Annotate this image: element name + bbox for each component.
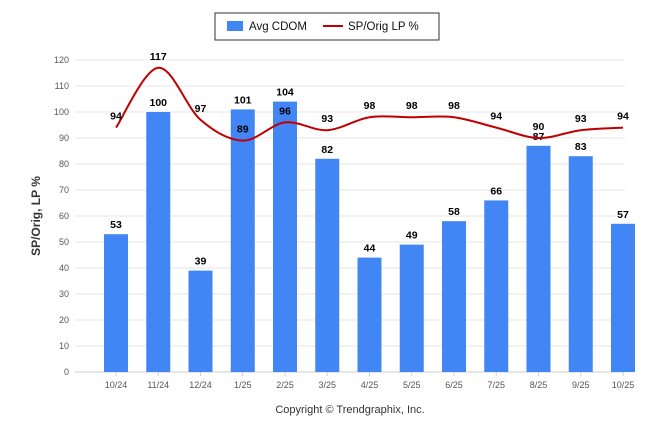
bar	[104, 234, 128, 372]
y-tick-label: 70	[59, 185, 69, 195]
bar-value-label: 57	[617, 209, 629, 221]
bar-value-label: 100	[149, 97, 167, 109]
line-value-label: 98	[406, 100, 418, 112]
legend-swatch-avg-cdom	[227, 21, 243, 31]
y-tick-label: 50	[59, 237, 69, 247]
y-axis: 0 10 20 30 40 50 60 70 80 90 100 110 120	[54, 55, 69, 377]
bar-value-label: 87	[533, 131, 545, 143]
line-value-label: 93	[575, 113, 587, 125]
x-tick-label: 3/25	[318, 380, 336, 390]
y-tick-label: 90	[59, 133, 69, 143]
y-tick-label: 60	[59, 211, 69, 221]
x-tick-label: 10/25	[612, 380, 635, 390]
line-value-label: 96	[279, 105, 291, 117]
bar-value-label: 58	[448, 206, 460, 218]
bar	[611, 223, 635, 372]
bar	[273, 101, 297, 372]
bar	[526, 145, 551, 372]
bar	[442, 221, 466, 372]
line-value-label: 89	[237, 124, 249, 136]
line-value-label: 94	[110, 111, 122, 123]
line-value-label: 90	[533, 121, 545, 133]
line-value-label: 97	[195, 103, 207, 115]
x-tick-label: 1/25	[234, 380, 252, 390]
x-tick-label: 2/25	[276, 380, 294, 390]
y-tick-label: 80	[59, 159, 69, 169]
y-tick-label: 30	[59, 289, 69, 299]
x-tick-label: 12/24	[189, 380, 212, 390]
bar-value-label: 82	[321, 144, 333, 156]
x-tick-label: 8/25	[530, 380, 548, 390]
bar	[146, 112, 171, 372]
bar	[484, 200, 509, 372]
copyright-footer: Copyright © Trendgraphix, Inc.	[275, 404, 424, 416]
y-tick-label: 10	[59, 341, 69, 351]
bar	[568, 156, 593, 372]
bar	[230, 109, 255, 373]
x-axis: 10/24 11/24 12/24 1/25 2/25 3/25 4/25 5/25 6/25 7…	[105, 372, 635, 390]
bar-value-label: 44	[364, 243, 376, 255]
x-tick-label: 5/25	[403, 380, 421, 390]
x-tick-label: 11/24	[147, 380, 169, 390]
line-value-label: 93	[321, 113, 333, 125]
bar-value-label: 39	[195, 256, 207, 268]
x-tick-label: 9/25	[572, 380, 590, 390]
bar	[399, 244, 424, 372]
y-tick-label: 120	[54, 55, 69, 65]
y-tick-label: 0	[64, 367, 69, 377]
line-value-label: 98	[364, 100, 376, 112]
bar-series: 53 100 39 101 104 82 44 49 58 66 87 83 57	[104, 87, 635, 373]
bar-value-label: 66	[490, 185, 502, 197]
x-tick-label: 7/25	[487, 380, 505, 390]
y-tick-label: 100	[54, 107, 69, 117]
bar	[315, 158, 340, 372]
bar	[188, 270, 213, 372]
y-tick-label: 40	[59, 263, 69, 273]
line-value-label: 117	[150, 51, 167, 63]
y-axis-label: SP/Orig, LP %	[29, 176, 43, 256]
sp-orig-line	[115, 66, 624, 142]
legend: Avg CDOM SP/Orig LP %	[214, 12, 440, 41]
line-value-label: 94	[490, 111, 502, 123]
x-tick-label: 10/24	[105, 380, 128, 390]
x-tick-label: 4/25	[361, 380, 379, 390]
x-tick-label: 6/25	[445, 380, 463, 390]
y-tick-label: 20	[59, 315, 69, 325]
line-value-label: 94	[617, 111, 629, 123]
line-series: 94 117 97 89 96 93 98 98 98 94 90 93 94	[110, 51, 629, 142]
bar-value-label: 101	[234, 94, 252, 106]
legend-label-sp-orig: SP/Orig LP %	[348, 21, 419, 33]
bar-value-label: 83	[575, 141, 587, 153]
bar-value-label: 104	[276, 87, 294, 99]
bar	[357, 257, 382, 372]
y-tick-label: 110	[55, 81, 69, 91]
bar-value-label: 49	[406, 230, 418, 242]
bar-value-label: 53	[110, 219, 122, 231]
line-value-label: 98	[448, 100, 460, 112]
legend-label-avg-cdom: Avg CDOM	[249, 21, 307, 33]
